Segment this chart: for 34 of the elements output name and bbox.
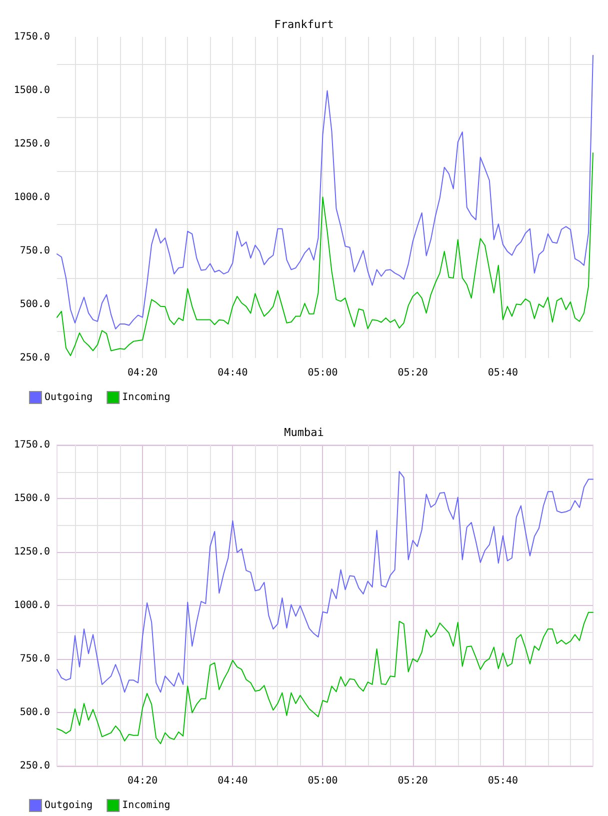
- line-series: [56, 54, 594, 330]
- line-series: [56, 612, 594, 744]
- x-tick-label: 04:20: [128, 368, 158, 378]
- y-tick-label: 1250.0: [14, 546, 50, 558]
- y-tick-label: 250.0: [20, 760, 50, 772]
- x-tick-label: 04:40: [218, 776, 248, 786]
- chart-title: Frankfurt: [274, 18, 334, 31]
- chart-title: Mumbai: [284, 426, 324, 439]
- y-tick-label: 750.0: [20, 654, 50, 664]
- legend-label: Outgoing: [44, 800, 93, 811]
- y-tick-label: 1500.0: [14, 85, 50, 96]
- y-tick-label: 1250.0: [14, 138, 50, 150]
- legend-label: Outgoing: [44, 392, 93, 403]
- y-tick-label: 1750.0: [14, 32, 50, 42]
- x-tick-label: 05:00: [308, 368, 338, 378]
- x-tick-label: 05:20: [398, 368, 428, 378]
- y-tick-label: 1750.0: [14, 440, 50, 450]
- x-tick-label: 05:40: [488, 776, 518, 786]
- x-tick-label: 05:00: [308, 776, 338, 786]
- y-tick-label: 1000.0: [14, 192, 50, 203]
- y-tick-label: 500.0: [20, 707, 50, 718]
- x-tick-label: 05:40: [488, 368, 518, 378]
- line-series: [56, 152, 594, 356]
- x-tick-label: 04:20: [128, 776, 158, 786]
- y-tick-label: 750.0: [20, 246, 50, 256]
- x-tick-label: 05:20: [398, 776, 428, 786]
- y-tick-label: 250.0: [20, 352, 50, 364]
- legend-label: Incoming: [122, 800, 170, 811]
- y-tick-label: 500.0: [20, 299, 50, 310]
- y-tick-label: 1000.0: [14, 600, 50, 611]
- y-tick-label: 1500.0: [14, 493, 50, 504]
- line-series: [56, 471, 594, 693]
- x-tick-label: 04:40: [218, 368, 248, 378]
- legend-label: Incoming: [122, 392, 170, 403]
